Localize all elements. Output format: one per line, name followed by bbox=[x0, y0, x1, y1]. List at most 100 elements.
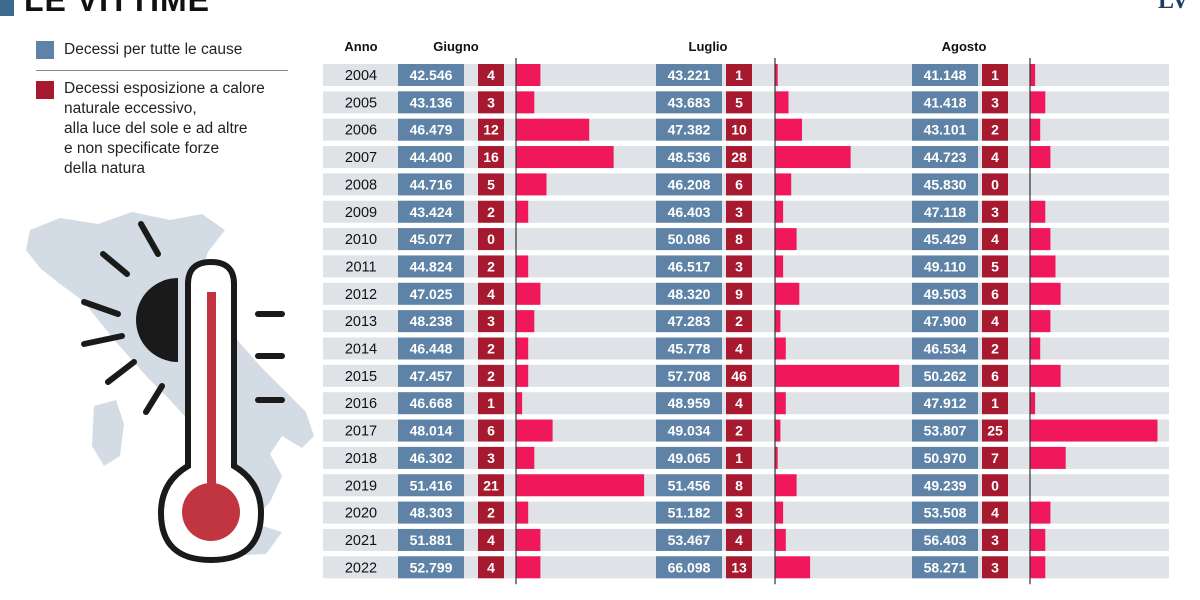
heat-box bbox=[478, 64, 504, 86]
heat-deaths-label: 1 bbox=[991, 395, 999, 411]
total-box bbox=[398, 446, 464, 469]
year-label: 2018 bbox=[345, 451, 377, 467]
heat-box bbox=[478, 419, 504, 442]
total-deaths-label: 49.065 bbox=[668, 450, 711, 466]
heat-box bbox=[982, 501, 1008, 524]
heat-bar bbox=[775, 282, 800, 305]
heat-bar bbox=[516, 528, 541, 551]
heat-bar bbox=[1030, 556, 1046, 579]
heat-bar bbox=[1030, 228, 1051, 251]
total-box bbox=[656, 501, 722, 524]
heat-box bbox=[982, 64, 1008, 86]
heat-box bbox=[982, 446, 1008, 469]
heat-bar bbox=[516, 337, 529, 360]
year-label: 2011 bbox=[345, 259, 376, 275]
heat-bar bbox=[516, 173, 547, 196]
total-deaths-label: 49.239 bbox=[924, 477, 967, 493]
heat-deaths-label: 2 bbox=[487, 258, 495, 274]
total-box bbox=[912, 556, 978, 579]
heat-box bbox=[982, 91, 1008, 114]
total-box bbox=[912, 364, 978, 387]
total-box bbox=[656, 310, 722, 333]
heat-deaths-label: 12 bbox=[483, 122, 499, 138]
total-deaths-label: 47.025 bbox=[410, 286, 453, 302]
total-deaths-label: 48.238 bbox=[410, 313, 453, 329]
sun-rays bbox=[81, 221, 285, 415]
total-box bbox=[656, 91, 722, 114]
total-box bbox=[398, 228, 464, 251]
total-deaths-label: 47.900 bbox=[924, 313, 967, 329]
heat-box bbox=[478, 364, 504, 387]
total-deaths-label: 41.418 bbox=[924, 94, 967, 110]
heat-deaths-label: 4 bbox=[487, 286, 495, 302]
heat-box bbox=[982, 337, 1008, 360]
heat-box bbox=[478, 446, 504, 469]
total-box bbox=[912, 64, 978, 86]
heat-deaths-label: 3 bbox=[487, 94, 495, 110]
heat-deaths-label: 13 bbox=[731, 559, 747, 575]
heat-deaths-label: 28 bbox=[731, 149, 747, 165]
total-deaths-label: 47.457 bbox=[410, 368, 453, 384]
heat-bar bbox=[1030, 146, 1051, 169]
total-box bbox=[656, 146, 722, 169]
total-deaths-label: 45.429 bbox=[924, 231, 967, 247]
heat-deaths-label: 10 bbox=[731, 122, 747, 138]
total-deaths-label: 43.136 bbox=[410, 94, 453, 110]
heat-box bbox=[478, 228, 504, 251]
heat-bar bbox=[775, 556, 811, 579]
heat-bar bbox=[775, 64, 778, 86]
title-accent-mark bbox=[0, 0, 14, 16]
heat-deaths-label: 21 bbox=[483, 477, 499, 493]
heat-deaths-label: 1 bbox=[991, 67, 999, 83]
total-deaths-label: 51.881 bbox=[410, 532, 453, 548]
heat-box bbox=[478, 200, 504, 223]
total-box bbox=[912, 474, 978, 497]
total-box bbox=[656, 528, 722, 551]
heat-box bbox=[478, 337, 504, 360]
heat-bar bbox=[775, 228, 797, 251]
total-box bbox=[398, 392, 464, 415]
total-box bbox=[398, 501, 464, 524]
total-box bbox=[656, 173, 722, 196]
total-deaths-label: 46.479 bbox=[410, 122, 453, 138]
heat-box bbox=[478, 173, 504, 196]
legend-swatch-heat bbox=[36, 81, 54, 99]
total-box bbox=[656, 392, 722, 415]
heat-box bbox=[982, 146, 1008, 169]
heat-box bbox=[726, 337, 752, 360]
heat-box bbox=[982, 474, 1008, 497]
heat-deaths-label: 0 bbox=[487, 231, 495, 247]
total-deaths-label: 43.683 bbox=[668, 94, 711, 110]
heat-box bbox=[726, 146, 752, 169]
heat-deaths-label: 2 bbox=[487, 204, 495, 220]
heat-bar bbox=[775, 528, 786, 551]
heat-deaths-label: 3 bbox=[735, 505, 743, 521]
total-deaths-label: 56.403 bbox=[924, 532, 967, 548]
heat-bar bbox=[516, 310, 535, 333]
heat-deaths-label: 4 bbox=[487, 532, 495, 548]
heat-box bbox=[478, 282, 504, 305]
total-deaths-label: 48.959 bbox=[668, 395, 711, 411]
total-deaths-label: 46.208 bbox=[668, 176, 711, 192]
heat-bar bbox=[516, 419, 553, 442]
total-deaths-label: 47.283 bbox=[668, 313, 711, 329]
total-deaths-label: 46.517 bbox=[668, 258, 711, 274]
heat-box bbox=[982, 173, 1008, 196]
total-box bbox=[912, 501, 978, 524]
total-box bbox=[656, 474, 722, 497]
total-deaths-label: 48.320 bbox=[668, 286, 711, 302]
heat-deaths-label: 3 bbox=[991, 204, 999, 220]
total-box bbox=[656, 337, 722, 360]
heat-bar bbox=[1030, 364, 1061, 387]
heat-box bbox=[478, 501, 504, 524]
total-deaths-label: 45.830 bbox=[924, 176, 967, 192]
total-deaths-label: 48.536 bbox=[668, 149, 711, 165]
total-deaths-label: 46.534 bbox=[924, 341, 967, 357]
total-box bbox=[912, 146, 978, 169]
heat-bar bbox=[516, 392, 523, 415]
heat-box bbox=[726, 364, 752, 387]
heat-deaths-label: 3 bbox=[991, 559, 999, 575]
total-deaths-label: 58.271 bbox=[924, 559, 967, 575]
heat-box bbox=[982, 392, 1008, 415]
sardinia-shape bbox=[92, 400, 124, 466]
